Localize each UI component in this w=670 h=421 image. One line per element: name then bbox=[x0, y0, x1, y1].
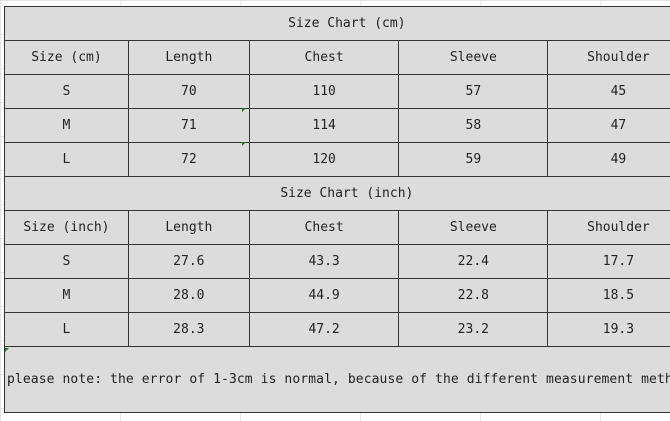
cell: 18.5 bbox=[547, 278, 670, 313]
header-size: Size (cm) bbox=[4, 40, 129, 75]
header-sleeve: Sleeve bbox=[398, 210, 549, 245]
cell: 22.4 bbox=[398, 244, 549, 279]
cell: 27.6 bbox=[127, 244, 250, 279]
cell: 17.7 bbox=[547, 244, 670, 279]
cell: 110 bbox=[248, 74, 400, 109]
cell: 58 bbox=[398, 108, 549, 143]
cell: 57 bbox=[398, 74, 549, 109]
cell: 45 bbox=[547, 74, 670, 109]
cell: 114 bbox=[248, 108, 400, 143]
cm-title: Size Chart (cm) bbox=[4, 6, 670, 41]
inch-title-row: Size Chart (inch) bbox=[4, 176, 670, 211]
table-row: S 70 110 57 45 bbox=[4, 74, 670, 109]
cell: M bbox=[4, 278, 129, 313]
table-row: M 71 114 58 47 bbox=[4, 108, 670, 143]
cell: 43.3 bbox=[248, 244, 400, 279]
cm-header-row: Size (cm) Length Chest Sleeve Shoulder bbox=[4, 40, 670, 75]
cell: S bbox=[4, 74, 129, 109]
size-chart-table: Size Chart (cm) Size (cm) Length Chest S… bbox=[4, 6, 670, 413]
cell: 22.8 bbox=[398, 278, 549, 313]
inch-header-row: Size (inch) Length Chest Sleeve Shoulder bbox=[4, 210, 670, 245]
cell: 47 bbox=[547, 108, 670, 143]
cell: 28.3 bbox=[127, 312, 250, 347]
cell: L bbox=[4, 312, 129, 347]
note-row: please note: the error of 1-3cm is norma… bbox=[4, 346, 670, 413]
inch-title: Size Chart (inch) bbox=[4, 176, 670, 211]
header-chest: Chest bbox=[248, 40, 400, 75]
cell: 120 bbox=[248, 142, 400, 177]
cell: 59 bbox=[398, 142, 549, 177]
cell: 19.3 bbox=[547, 312, 670, 347]
header-chest: Chest bbox=[248, 210, 400, 245]
cell: 71 bbox=[127, 108, 250, 143]
cell: 70 bbox=[127, 74, 250, 109]
cell: M bbox=[4, 108, 129, 143]
header-shoulder: Shoulder bbox=[547, 210, 670, 245]
cell: 47.2 bbox=[248, 312, 400, 347]
header-sleeve: Sleeve bbox=[398, 40, 549, 75]
cell-error-marker-icon bbox=[242, 142, 246, 146]
cell: 49 bbox=[547, 142, 670, 177]
header-length: Length bbox=[127, 210, 250, 245]
table-row: S 27.6 43.3 22.4 17.7 bbox=[4, 244, 670, 279]
measurement-note: please note: the error of 1-3cm is norma… bbox=[4, 346, 670, 413]
header-length: Length bbox=[127, 40, 250, 75]
cell-error-marker-icon bbox=[5, 348, 9, 352]
table-row: L 28.3 47.2 23.2 19.3 bbox=[4, 312, 670, 347]
cell: L bbox=[4, 142, 129, 177]
header-shoulder: Shoulder bbox=[547, 40, 670, 75]
cm-title-row: Size Chart (cm) bbox=[4, 6, 670, 41]
cell: S bbox=[4, 244, 129, 279]
cell-error-marker-icon bbox=[242, 108, 246, 112]
table-row: M 28.0 44.9 22.8 18.5 bbox=[4, 278, 670, 313]
table-row: L 72 120 59 49 bbox=[4, 142, 670, 177]
header-size: Size (inch) bbox=[4, 210, 129, 245]
cell: 28.0 bbox=[127, 278, 250, 313]
cell: 23.2 bbox=[398, 312, 549, 347]
cell: 72 bbox=[127, 142, 250, 177]
cell: 44.9 bbox=[248, 278, 400, 313]
